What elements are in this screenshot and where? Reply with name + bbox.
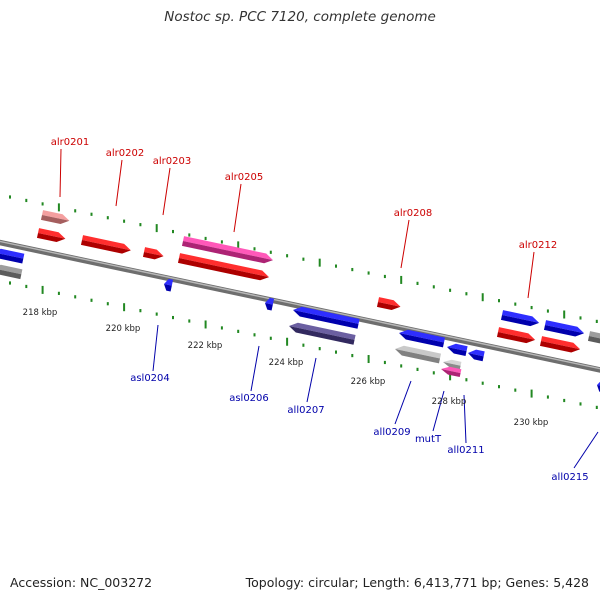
gene-label-asl0206: asl0206 (229, 393, 269, 404)
gene-arrow (293, 306, 360, 329)
gene-arrow (265, 297, 275, 311)
gene-arrow (376, 297, 401, 311)
gene-label-alr0212: alr0212 (519, 240, 557, 251)
genome-summary-text: Topology: circular; Length: 6,413,771 bp… (245, 575, 589, 590)
leader-line (233, 183, 242, 233)
gene-label-alr0202: alr0202 (106, 148, 144, 159)
gene-label-alr0203: alr0203 (153, 156, 191, 167)
leader-line (573, 431, 599, 469)
leader-line (250, 345, 260, 392)
gene-arrow (181, 236, 273, 264)
kbp-label: 228 kbp (432, 397, 467, 407)
leader-line (400, 219, 410, 269)
gene-arrow (543, 320, 585, 337)
leader-line (394, 380, 412, 425)
tick-marks (9, 195, 598, 410)
labels: alr0201 alr0202 alr0203 alr0205 alr0208 alr02… (23, 137, 589, 483)
kbp-label: 220 kbp (106, 324, 141, 334)
leader-line (162, 167, 171, 216)
genome-backbone (0, 239, 600, 373)
gene-arrow (289, 322, 356, 345)
leader-line (152, 324, 159, 372)
gene-arrow (395, 345, 442, 364)
gene-arrow (597, 379, 600, 393)
gene-arrow (447, 343, 468, 357)
leader-line (527, 251, 535, 299)
genes (0, 210, 600, 393)
label-leader-lines (59, 148, 599, 469)
leader-line (306, 357, 317, 403)
gene-block (0, 264, 23, 280)
gene-label-all0215: all0215 (551, 472, 588, 483)
gene-label-alr0205: alr0205 (225, 172, 263, 183)
gene-arrow (36, 228, 66, 243)
kbp-label: 218 kbp (23, 308, 58, 318)
kbp-label: 224 kbp (269, 358, 304, 368)
gene-label-all0209: all0209 (373, 427, 410, 438)
gene-label-all0211: all0211 (447, 445, 484, 456)
gene-arrow (142, 247, 164, 260)
leader-line (463, 394, 467, 444)
leader-line (115, 159, 123, 207)
gene-block (443, 359, 462, 370)
gene-arrow (500, 310, 540, 327)
genome-title: Nostoc sp. PCC 7120, complete genome (164, 9, 436, 25)
gene-label-alr0201: alr0201 (51, 137, 89, 148)
accession-text: Accession: NC_003272 (10, 575, 153, 590)
gene-label-alr0208: alr0208 (394, 208, 432, 219)
gene-arrow (177, 253, 269, 281)
gene-arrow (80, 235, 131, 254)
leader-line (59, 148, 62, 198)
leader-line (432, 390, 445, 432)
gene-arrow (0, 248, 25, 264)
gene-arrow (399, 329, 446, 348)
gene-arrow (496, 327, 536, 344)
kbp-label: 230 kbp (514, 418, 549, 428)
gene-block (441, 366, 462, 378)
kbp-label: 222 kbp (188, 341, 223, 351)
gene-block (40, 210, 70, 225)
gene-arrow (164, 278, 174, 292)
gene-arrow (468, 349, 485, 362)
gene-label-all0207: all0207 (287, 405, 324, 416)
kbp-label: 226 kbp (351, 377, 386, 387)
gene-label-asl0204: asl0204 (130, 373, 170, 384)
gene-label-mutT: mutT (415, 434, 442, 445)
gene-arrow (539, 336, 581, 353)
gene-block (587, 331, 600, 344)
